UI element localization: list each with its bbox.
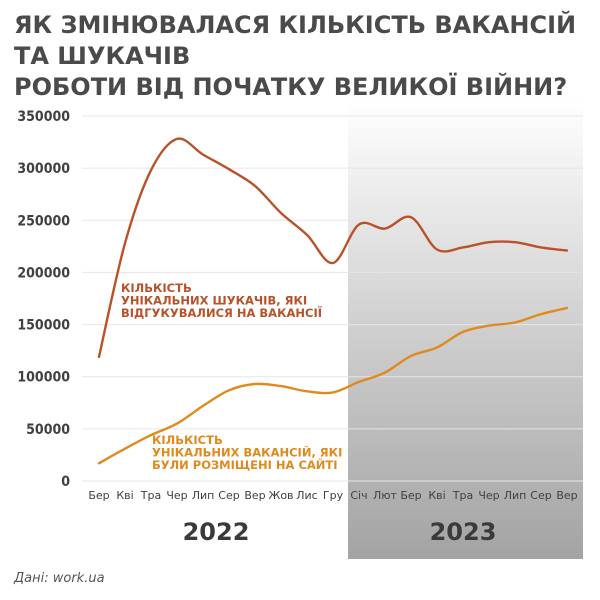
x-tick-label: Бер	[400, 489, 421, 502]
seekers-series-label: УНІКАЛЬНИХ ШУКАЧІВ, ЯКІ	[121, 294, 307, 308]
x-tick-label: Лип	[504, 489, 527, 502]
x-tick-label: Чер	[166, 489, 187, 502]
y-tick-label: 50000	[26, 422, 70, 438]
vacancies-series-label: КІЛЬКІСТЬ	[152, 433, 223, 447]
vacancies-line	[97, 306, 569, 465]
x-tick-label: Сер	[530, 489, 551, 502]
y-tick-label: 100000	[17, 370, 70, 386]
chart-title: ЯК ЗМІНЮВАЛАСЯ КІЛЬКІСТЬ ВАКАНСІЙ ТА ШУК…	[14, 10, 594, 103]
y-tick-label: 250000	[17, 213, 70, 229]
year-label: 2023	[430, 518, 497, 546]
x-tick-label: Чер	[478, 489, 499, 502]
x-tick-label: Кві	[116, 489, 133, 502]
vacancies-series-label: УНІКАЛЬНИХ ВАКАНСІЙ, ЯКІ	[152, 445, 342, 460]
x-tick-label: Тра	[140, 489, 161, 502]
y-tick-label: 200000	[17, 265, 70, 281]
x-tick-label: Лют	[373, 489, 398, 502]
data-source: Дані: work.ua	[14, 571, 105, 586]
title-line-1: ЯК ЗМІНЮВАЛАСЯ КІЛЬКІСТЬ ВАКАНСІЙ ТА ШУК…	[14, 11, 577, 70]
x-tick-label: Кві	[428, 489, 445, 502]
seekers-series-label: КІЛЬКІСТЬ	[121, 281, 192, 295]
y-tick-label: 350000	[17, 109, 70, 125]
x-tick-label: Вер	[244, 489, 265, 502]
x-tick-label: Сер	[218, 489, 239, 502]
title-line-2: РОБОТИ ВІД ПОЧАТКУ ВЕЛИКОЇ ВІЙНИ?	[14, 73, 568, 101]
y-tick-label: 0	[61, 474, 70, 490]
x-tick-label: Лис	[296, 489, 317, 502]
x-tick-label: Бер	[88, 489, 109, 502]
seekers-series-label: ВІДГУКУВАЛИСЯ НА ВАКАНСІЇ	[121, 305, 322, 320]
x-tick-label: Лип	[192, 489, 215, 502]
y-tick-label: 150000	[17, 318, 70, 334]
year-label: 2022	[183, 518, 250, 546]
x-tick-label: Жов	[268, 489, 293, 502]
vacancies-series-label: БУЛИ РОЗМІЩЕНІ НА САЙТІ	[152, 457, 338, 472]
seekers-line	[97, 137, 569, 359]
x-tick-label: Гру	[323, 489, 344, 502]
x-tick-label: Січ	[350, 489, 367, 502]
x-tick-label: Вер	[556, 489, 577, 502]
x-tick-label: Тра	[452, 489, 473, 502]
year-2023-shaded-region	[348, 100, 583, 559]
y-tick-label: 300000	[17, 161, 70, 177]
